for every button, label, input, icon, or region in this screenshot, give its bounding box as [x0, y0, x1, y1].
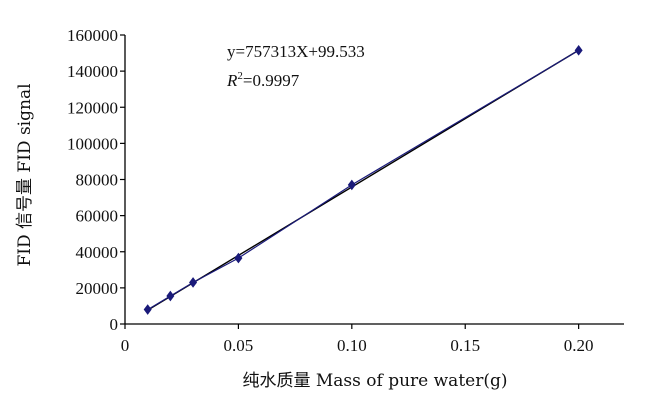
y-tick-label: 80000	[76, 171, 119, 190]
y-tick-label: 0	[110, 315, 119, 334]
data-point	[347, 179, 356, 191]
y-tick-label: 20000	[76, 279, 119, 298]
y-tick-label: 40000	[76, 243, 119, 262]
y-tick-label: 160000	[67, 26, 118, 45]
y-axis-label: FID 信号量 FID signal	[15, 83, 35, 266]
x-tick-label: 0.05	[224, 336, 254, 355]
x-tick-label: 0	[121, 336, 130, 355]
series-line	[147, 49, 579, 311]
data-point	[574, 45, 583, 56]
series-group	[143, 45, 583, 315]
r2-annotation: R2=0.9997	[226, 70, 300, 90]
equation-annotation: y=757313X+99.533	[227, 42, 365, 61]
r2-superscript: 2	[237, 70, 243, 82]
axes	[124, 35, 624, 325]
x-tick-label: 0.20	[564, 336, 594, 355]
y-tick-label: 100000	[67, 134, 118, 153]
data-point	[166, 290, 175, 302]
y-ticks: 0 20000 40000 60000 80000 100000 120000 140000 1…	[67, 26, 125, 334]
y-tick-label: 60000	[76, 207, 119, 226]
x-tick-label: 0.15	[450, 336, 480, 355]
r2-symbol: R	[226, 71, 238, 90]
r2-value: =0.9997	[243, 71, 300, 90]
y-tick-label: 140000	[67, 62, 118, 81]
data-point	[143, 304, 152, 315]
x-axis-label: 纯水质量 Mass of pure water(g)	[242, 371, 507, 391]
x-tick-label: 0.10	[337, 336, 367, 355]
x-ticks: 0 0.05 0.10 0.15 0.20	[121, 324, 594, 355]
data-point	[189, 277, 198, 288]
data-point	[234, 252, 243, 264]
y-tick-label: 120000	[67, 98, 118, 117]
